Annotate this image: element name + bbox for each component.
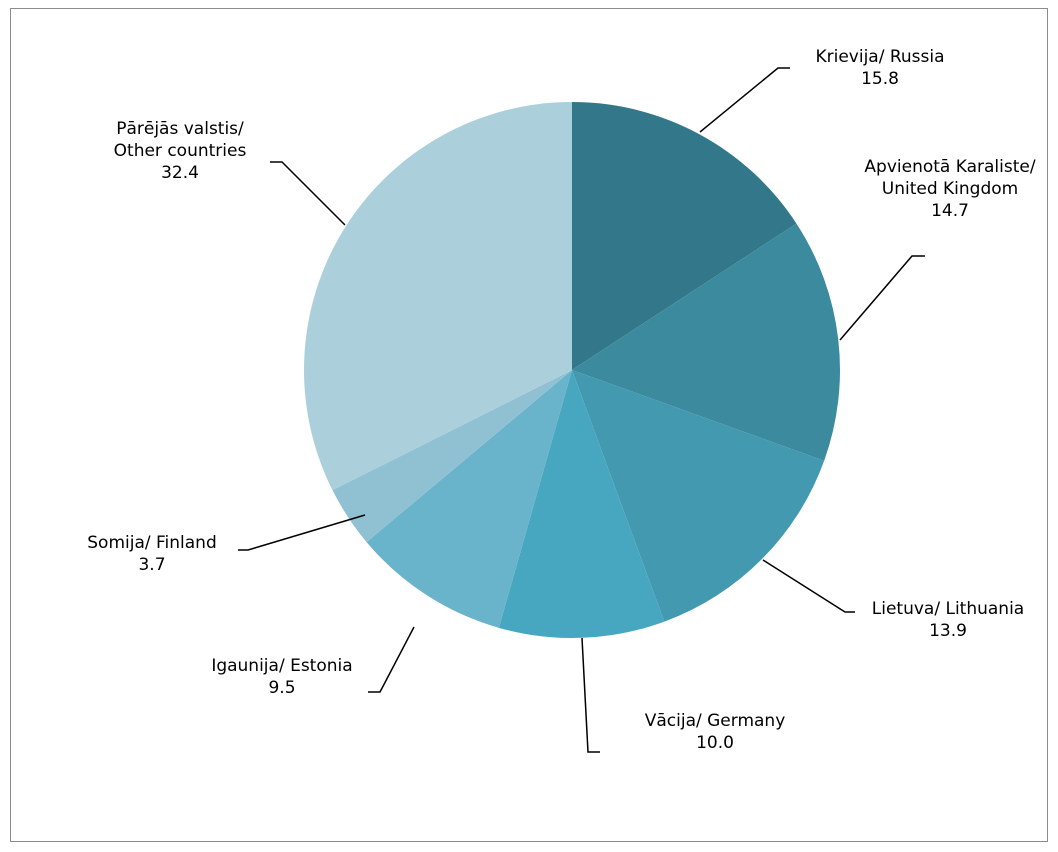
leader-line [699, 67, 790, 133]
slice-label: Somija/ Finland 3.7 [57, 532, 247, 576]
value-label: 15.8 [861, 69, 899, 89]
pie-slice [572, 102, 797, 370]
slice-label: Igaunija/ Estonia 9.5 [182, 655, 382, 699]
leader-line [238, 514, 366, 551]
pie-slice [572, 223, 840, 461]
pie-slice [366, 370, 572, 628]
leader-line [581, 637, 600, 753]
category-label: Pārējās valstis/ Other countries [113, 119, 247, 161]
value-label: 32.4 [161, 163, 199, 183]
category-label: Igaunija/ Estonia [211, 656, 353, 676]
category-label: Apvienotā Karaliste/ United Kingdom [864, 157, 1036, 199]
pie-slice [304, 102, 572, 491]
category-label: Krievija/ Russia [815, 47, 945, 67]
slice-label: Lietuva/ Lithuania 13.9 [848, 598, 1048, 642]
leader-line [270, 161, 346, 226]
category-label: Lietuva/ Lithuania [871, 599, 1025, 619]
leader-line [762, 559, 855, 613]
value-label: 10.0 [696, 733, 734, 753]
value-label: 3.7 [138, 555, 166, 575]
value-label: 13.9 [929, 621, 967, 641]
slice-label: Pārējās valstis/ Other countries 32.4 [93, 118, 268, 184]
chart-frame [10, 8, 1048, 842]
category-label: Somija/ Finland [87, 533, 217, 553]
slice-label: Apvienotā Karaliste/ United Kingdom 14.7 [855, 156, 1045, 222]
pie-slice [498, 370, 665, 638]
pie-slice [332, 370, 572, 543]
value-label: 14.7 [931, 201, 969, 221]
leader-line [839, 255, 925, 341]
slice-label: Krievija/ Russia 15.8 [785, 46, 975, 90]
pie-slice [572, 370, 825, 622]
value-label: 9.5 [268, 678, 296, 698]
category-label: Vācija/ Germany [644, 711, 786, 731]
leader-line [368, 626, 415, 693]
slice-label: Vācija/ Germany 10.0 [615, 710, 815, 754]
